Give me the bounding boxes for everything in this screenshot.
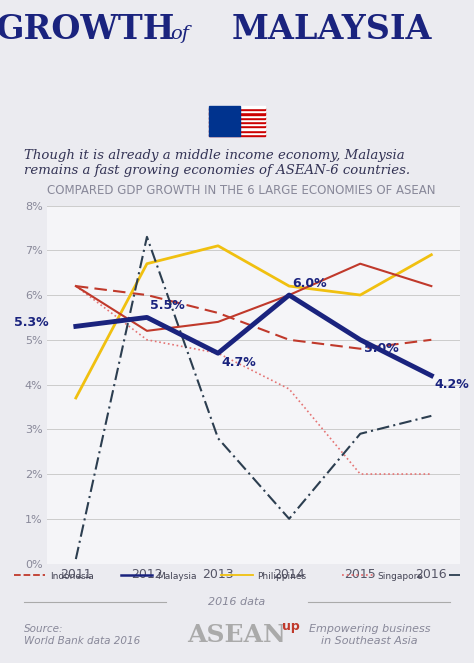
Text: 4.2%: 4.2% [435,378,470,391]
Bar [209,117,265,119]
Text: 2016 data: 2016 data [209,597,265,607]
Bar [209,106,240,136]
Text: GROWTH: GROWTH [0,13,175,46]
Bar [209,106,265,108]
Text: Though it is already a middle income economy, Malaysia
remains a fast growing ec: Though it is already a middle income eco… [24,149,410,177]
Text: Singapore: Singapore [377,572,423,581]
Text: 5.5%: 5.5% [150,300,185,312]
Text: MALAYSIA: MALAYSIA [232,13,432,46]
Text: of: of [171,25,190,43]
Bar [209,108,265,110]
Text: Malaysia: Malaysia [157,572,196,581]
Text: 4.7%: 4.7% [222,356,256,369]
Bar [209,134,265,136]
Bar [209,127,265,129]
Bar [209,125,265,127]
Text: Empowering business
in Southeast Asia: Empowering business in Southeast Asia [309,625,430,646]
Text: Philippines: Philippines [257,572,306,581]
Text: 5.3%: 5.3% [14,316,49,330]
Text: COMPARED GDP GROWTH IN THE 6 LARGE ECONOMIES OF ASEAN: COMPARED GDP GROWTH IN THE 6 LARGE ECONO… [47,184,436,198]
Bar [209,112,265,115]
Bar [209,119,265,121]
Bar [209,115,265,117]
Bar [209,123,265,125]
Bar [209,129,265,132]
Text: Indonesia: Indonesia [50,572,93,581]
Bar [209,132,265,134]
Text: 6.0%: 6.0% [293,277,328,290]
Bar [209,110,265,112]
Bar [209,121,265,123]
Text: 5.0%: 5.0% [364,342,399,355]
Text: ASEAN: ASEAN [188,623,286,647]
Text: up: up [282,621,300,633]
Text: Source:
World Bank data 2016: Source: World Bank data 2016 [24,625,140,646]
